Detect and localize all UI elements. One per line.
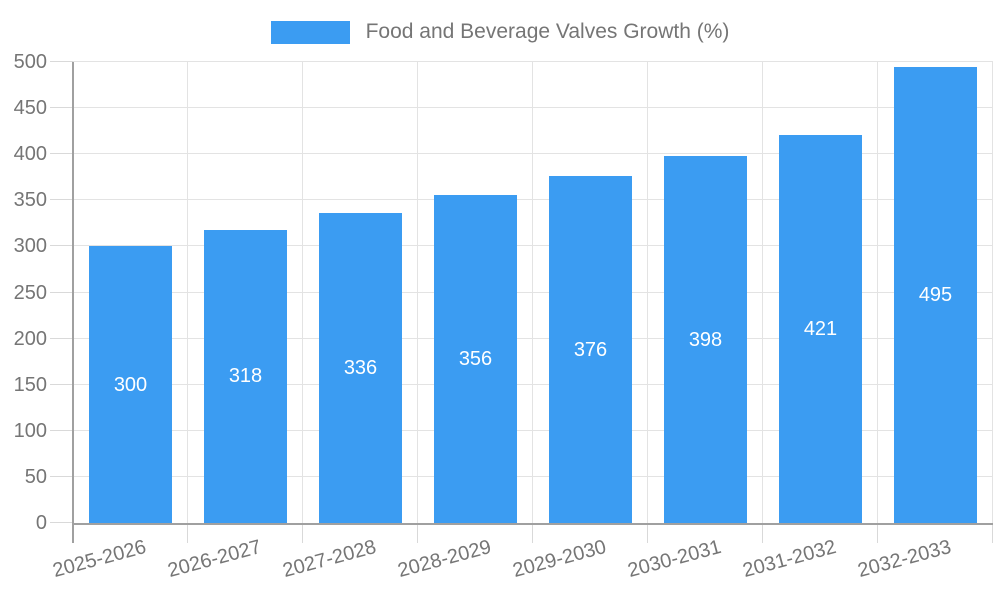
bar-value-label: 318: [228, 365, 263, 388]
y-tick-label: 300: [13, 235, 47, 258]
bar-value-label: 495: [918, 283, 953, 306]
x-axis-line: [72, 523, 993, 525]
y-tick: [50, 107, 73, 109]
y-tick: [50, 153, 73, 155]
x-tick-label: 2025-2026: [50, 535, 149, 582]
y-grid-line: [73, 383, 993, 385]
bar: [89, 246, 172, 524]
x-tick: [302, 525, 303, 543]
y-axis-line: [72, 62, 74, 543]
x-tick-label: 2030-2031: [625, 535, 724, 582]
x-tick: [187, 525, 188, 543]
y-tick-label: 350: [13, 189, 47, 212]
bar: [779, 134, 862, 524]
x-grid-line: [417, 62, 418, 523]
x-tick: [647, 525, 648, 543]
bar: [549, 176, 632, 524]
x-grid-line: [762, 62, 763, 523]
y-tick-label: 400: [13, 143, 47, 166]
y-grid-line: [73, 291, 993, 293]
y-tick: [50, 199, 73, 201]
x-tick-label: 2026-2027: [165, 535, 264, 582]
x-tick-label: 2031-2032: [740, 535, 839, 582]
y-tick: [50, 245, 73, 247]
y-tick-label: 200: [13, 327, 47, 350]
legend[interactable]: Food and Beverage Valves Growth (%): [0, 16, 1000, 48]
y-tick-label: 100: [13, 419, 47, 442]
x-tick: [532, 525, 533, 543]
x-tick-label: 2032-2033: [855, 535, 954, 582]
y-grid-line: [73, 475, 993, 477]
bar: [204, 229, 287, 524]
bar: [319, 213, 402, 524]
bar-value-label: 300: [113, 373, 148, 396]
x-grid-line: [302, 62, 303, 523]
x-grid-line: [992, 62, 993, 523]
x-tick-label: 2027-2028: [280, 535, 379, 582]
y-grid-line: [73, 245, 993, 247]
x-tick-label: 2029-2030: [510, 535, 609, 582]
bar-value-label: 376: [573, 338, 608, 361]
x-grid-line: [532, 62, 533, 523]
x-tick-label: 2028-2029: [395, 535, 494, 582]
x-tick: [417, 525, 418, 543]
y-grid-line: [73, 199, 993, 201]
bar-value-label: 421: [803, 317, 838, 340]
y-tick: [50, 291, 73, 293]
legend-swatch-icon: [270, 20, 350, 44]
x-tick: [877, 525, 878, 543]
y-tick-label: 450: [13, 97, 47, 120]
y-tick: [50, 475, 73, 477]
x-tick: [992, 525, 993, 543]
x-tick: [762, 525, 763, 543]
y-tick-label: 250: [13, 281, 47, 304]
legend-label: Food and Beverage Valves Growth (%): [365, 20, 730, 44]
y-tick: [50, 522, 73, 523]
bar: [434, 194, 517, 524]
y-grid-line: [73, 153, 993, 155]
bar-value-label: 336: [343, 357, 378, 380]
x-grid-line: [647, 62, 648, 523]
y-tick-label: 0: [35, 512, 47, 534]
y-grid-line: [73, 429, 993, 431]
y-tick: [50, 61, 73, 62]
bar: [664, 156, 747, 524]
y-tick-label: 50: [24, 465, 47, 488]
x-grid-line: [877, 62, 878, 523]
y-tick: [50, 337, 73, 339]
y-tick-label: 500: [13, 51, 47, 73]
y-grid-line: [73, 107, 993, 109]
y-grid-line: [73, 61, 993, 62]
y-tick-label: 150: [13, 373, 47, 396]
y-tick: [50, 383, 73, 385]
y-tick: [50, 429, 73, 431]
bar-value-label: 398: [688, 328, 723, 351]
bar: [894, 66, 977, 524]
x-grid-line: [187, 62, 188, 523]
bar-value-label: 356: [458, 347, 493, 370]
y-grid-line: [73, 337, 993, 339]
